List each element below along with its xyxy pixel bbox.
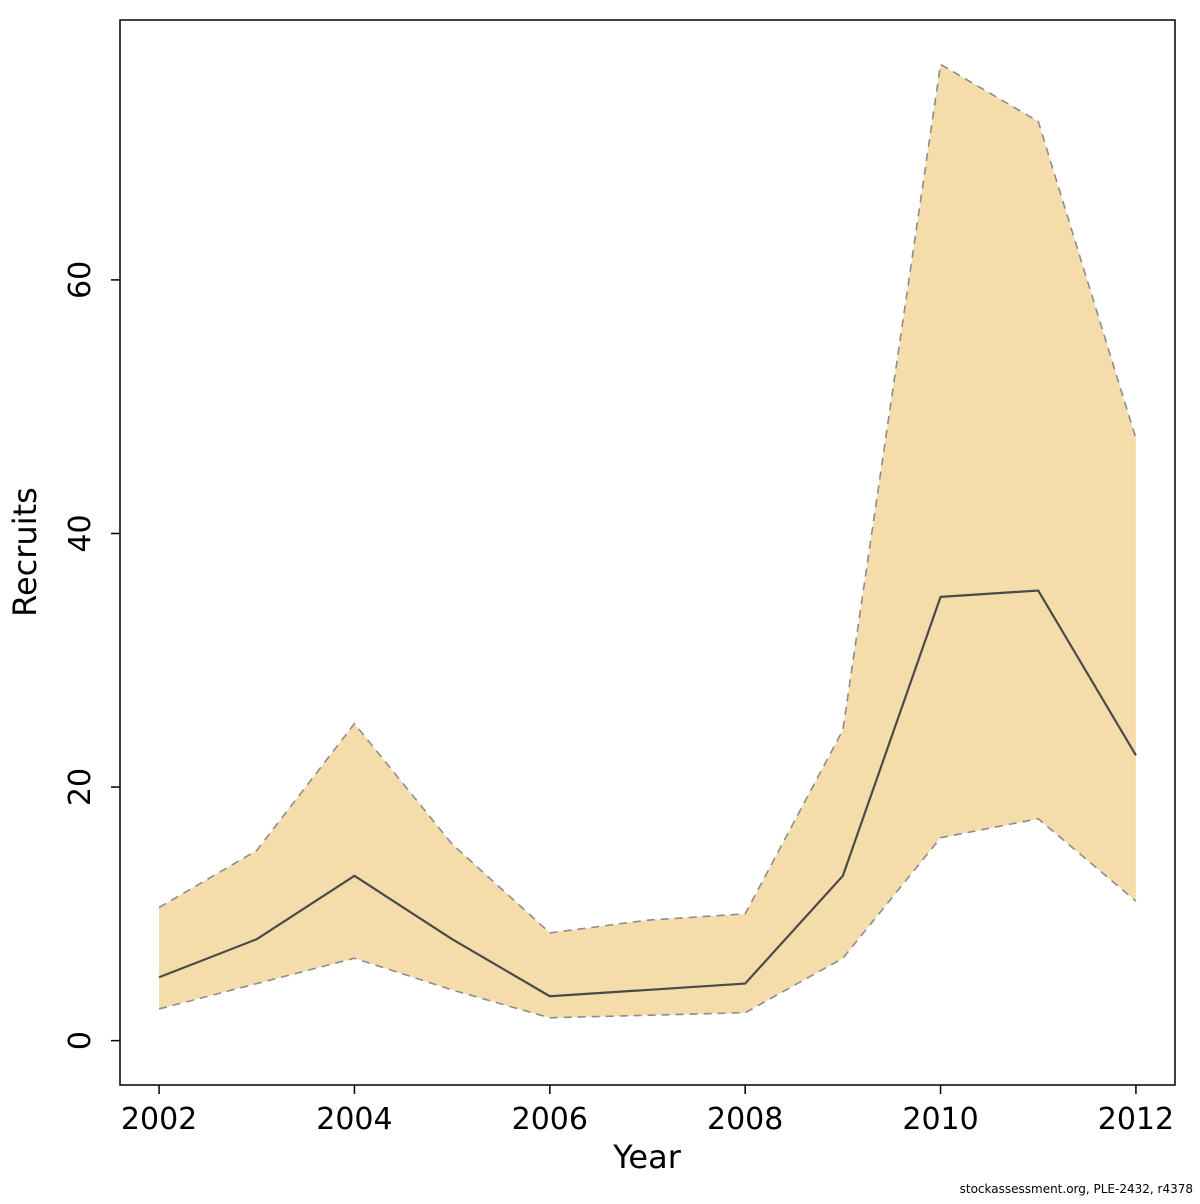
estimate-line-layer: [158, 589, 1137, 998]
lower-ci-line: [158, 817, 1137, 1019]
x-tick-label: 2012: [1098, 1102, 1174, 1137]
watermark: stockassessment.org, PLE-2432, r4378: [960, 1182, 1193, 1196]
y-tick-label: 60: [63, 261, 98, 299]
confidence-band-layer: [158, 63, 1137, 1019]
y-axis: 0 20 40 60: [63, 261, 120, 1050]
confidence-band: [159, 64, 1136, 1018]
x-axis: 2002 2004 2006 2008 2010 2012: [121, 1085, 1174, 1137]
x-axis-label: Year: [612, 1138, 682, 1176]
estimate-line: [158, 589, 1137, 998]
upper-ci-line: [158, 63, 1137, 934]
x-tick-label: 2008: [707, 1102, 783, 1137]
y-tick-label: 40: [63, 514, 98, 552]
y-tick-label: 0: [63, 1031, 98, 1050]
y-tick-label: 20: [63, 768, 98, 806]
x-tick-label: 2006: [512, 1102, 588, 1137]
x-tick-label: 2010: [902, 1102, 978, 1137]
plot-box: [119, 19, 1176, 1086]
y-axis-label: Recruits: [6, 487, 44, 617]
x-tick-label: 2002: [121, 1102, 197, 1137]
x-tick-label: 2004: [316, 1102, 392, 1137]
